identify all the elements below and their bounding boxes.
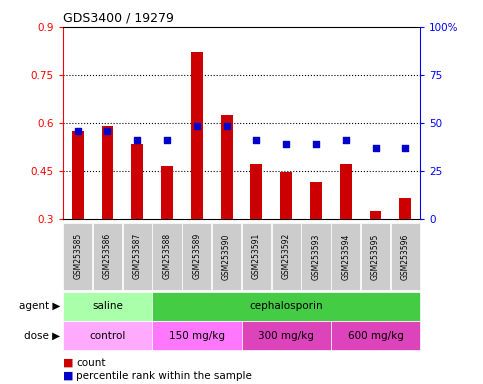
Text: GSM253595: GSM253595 [371, 233, 380, 280]
Point [163, 137, 171, 144]
Point [133, 137, 141, 144]
Point [74, 128, 82, 134]
Point [253, 137, 260, 144]
Point [372, 146, 380, 152]
Point [104, 128, 112, 134]
Point [193, 123, 201, 129]
Text: GSM253589: GSM253589 [192, 233, 201, 280]
Bar [131, 144, 143, 219]
Bar [369, 211, 382, 219]
Bar [221, 115, 233, 219]
Text: GSM253587: GSM253587 [133, 233, 142, 280]
Text: GSM253594: GSM253594 [341, 233, 350, 280]
Text: GSM253590: GSM253590 [222, 233, 231, 280]
Text: dose ▶: dose ▶ [24, 331, 60, 341]
Bar [251, 164, 262, 219]
Bar [280, 172, 292, 219]
Point [282, 141, 290, 147]
Bar [340, 164, 352, 219]
Bar [310, 182, 322, 219]
Text: cephalosporin: cephalosporin [249, 301, 323, 311]
Bar [191, 53, 203, 219]
Text: agent ▶: agent ▶ [19, 301, 60, 311]
Bar [72, 131, 84, 219]
Text: GSM253591: GSM253591 [252, 233, 261, 280]
Text: control: control [89, 331, 126, 341]
Text: count: count [76, 358, 106, 368]
Text: ■: ■ [63, 371, 73, 381]
Text: percentile rank within the sample: percentile rank within the sample [76, 371, 252, 381]
Bar [399, 198, 412, 219]
Text: GDS3400 / 19279: GDS3400 / 19279 [63, 11, 174, 24]
Text: GSM253586: GSM253586 [103, 233, 112, 280]
Text: GSM253596: GSM253596 [401, 233, 410, 280]
Text: GSM253585: GSM253585 [73, 233, 82, 280]
Text: GSM253592: GSM253592 [282, 233, 291, 280]
Text: 300 mg/kg: 300 mg/kg [258, 331, 314, 341]
Point [401, 146, 409, 152]
Text: ■: ■ [63, 358, 73, 368]
Point [312, 141, 320, 147]
Text: 600 mg/kg: 600 mg/kg [348, 331, 403, 341]
Bar [161, 166, 173, 219]
Point [223, 123, 230, 129]
Point [342, 137, 350, 144]
Text: GSM253593: GSM253593 [312, 233, 320, 280]
Text: saline: saline [92, 301, 123, 311]
Bar [101, 126, 114, 219]
Text: 150 mg/kg: 150 mg/kg [169, 331, 225, 341]
Text: GSM253588: GSM253588 [163, 233, 171, 280]
